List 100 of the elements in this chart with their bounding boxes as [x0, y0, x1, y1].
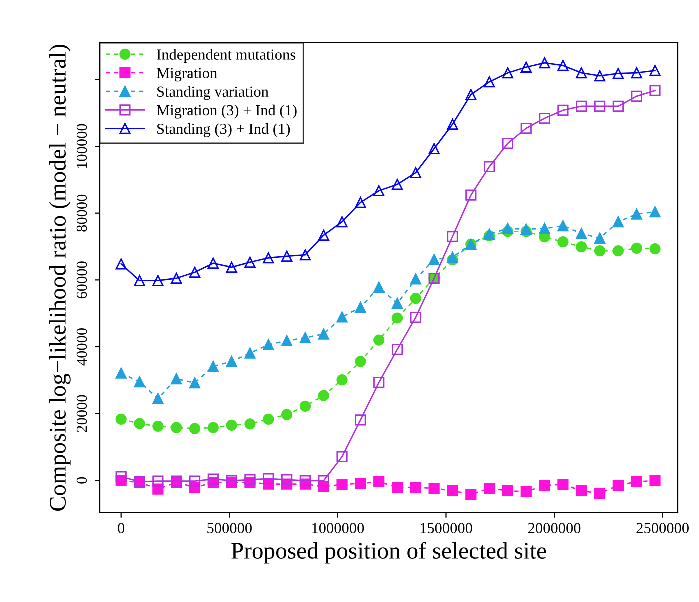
x-tick-label: 500000	[208, 523, 252, 534]
y-tick-label: 60000	[76, 262, 88, 299]
point	[336, 216, 348, 228]
point	[484, 76, 496, 88]
point	[428, 483, 440, 494]
point	[116, 368, 127, 379]
point	[336, 479, 348, 490]
point	[336, 374, 348, 386]
y-tick-label: 100000	[76, 124, 88, 168]
point	[263, 339, 274, 351]
point	[631, 90, 642, 102]
point	[428, 143, 440, 154]
point	[466, 190, 477, 201]
x-tick-label: 0	[118, 523, 125, 534]
point	[281, 250, 293, 262]
x-tick-label: 2000000	[528, 523, 581, 534]
point	[355, 414, 366, 426]
point	[576, 228, 588, 240]
point	[318, 475, 330, 486]
point	[226, 356, 238, 368]
point	[520, 122, 532, 134]
point	[374, 476, 385, 488]
point	[392, 312, 404, 324]
y-tick-label: 20000	[76, 395, 88, 432]
x-tick-label: 1500000	[420, 523, 472, 534]
point	[244, 348, 256, 359]
x-tick-label: 1000000	[312, 523, 364, 534]
point	[650, 85, 661, 96]
point	[189, 378, 201, 389]
point	[208, 258, 219, 270]
point	[576, 485, 588, 497]
point	[558, 479, 569, 490]
point	[208, 474, 219, 485]
point	[502, 223, 514, 234]
point	[281, 335, 293, 347]
point	[263, 252, 274, 264]
point	[447, 118, 458, 130]
point	[300, 400, 312, 412]
point	[392, 344, 404, 356]
point	[392, 482, 404, 494]
point	[171, 422, 182, 434]
point	[612, 216, 624, 228]
point	[410, 482, 422, 494]
point	[189, 266, 201, 278]
point	[594, 246, 606, 257]
point	[336, 451, 348, 462]
point	[134, 275, 146, 286]
point	[116, 471, 127, 482]
y-axis-title: Composite log−likelihood ratio (model − neutral)	[49, 45, 71, 511]
point	[631, 476, 642, 488]
point	[576, 68, 588, 79]
point	[520, 62, 532, 73]
point	[392, 179, 404, 190]
point	[447, 485, 458, 497]
point	[558, 236, 569, 248]
point	[612, 100, 624, 112]
y-tick-label: 40000	[76, 328, 88, 366]
point	[281, 409, 293, 420]
point	[189, 476, 201, 487]
legend-label: Independent mutations	[157, 49, 296, 64]
point	[594, 100, 606, 112]
point	[355, 302, 366, 314]
point	[226, 420, 238, 432]
point	[447, 252, 458, 264]
point	[171, 373, 182, 385]
point	[539, 112, 550, 124]
x-tick-label: 2500000	[636, 523, 689, 534]
point	[244, 256, 256, 268]
y-tick-label: 80000	[76, 194, 88, 232]
point	[134, 376, 146, 388]
point	[189, 423, 201, 434]
point	[226, 262, 238, 274]
point	[576, 100, 588, 112]
point	[152, 420, 164, 432]
point	[631, 208, 642, 220]
point	[650, 65, 661, 76]
point	[539, 57, 550, 69]
point	[612, 480, 624, 492]
point	[318, 230, 330, 241]
point	[392, 298, 404, 310]
point	[650, 475, 661, 486]
point	[116, 258, 127, 270]
point	[466, 489, 477, 500]
point	[520, 486, 532, 498]
point	[336, 312, 348, 323]
x-axis-title: Proposed position of selected site	[232, 542, 546, 564]
point	[374, 282, 385, 294]
point	[152, 476, 164, 487]
point	[318, 328, 330, 340]
point	[558, 60, 569, 72]
point	[300, 475, 312, 486]
point	[520, 224, 532, 235]
y-tick-label: 0	[76, 477, 88, 484]
point	[374, 185, 385, 197]
point	[152, 275, 164, 286]
point	[244, 418, 256, 430]
point	[631, 242, 642, 254]
point	[502, 68, 514, 79]
point	[355, 356, 366, 368]
point	[612, 246, 624, 257]
